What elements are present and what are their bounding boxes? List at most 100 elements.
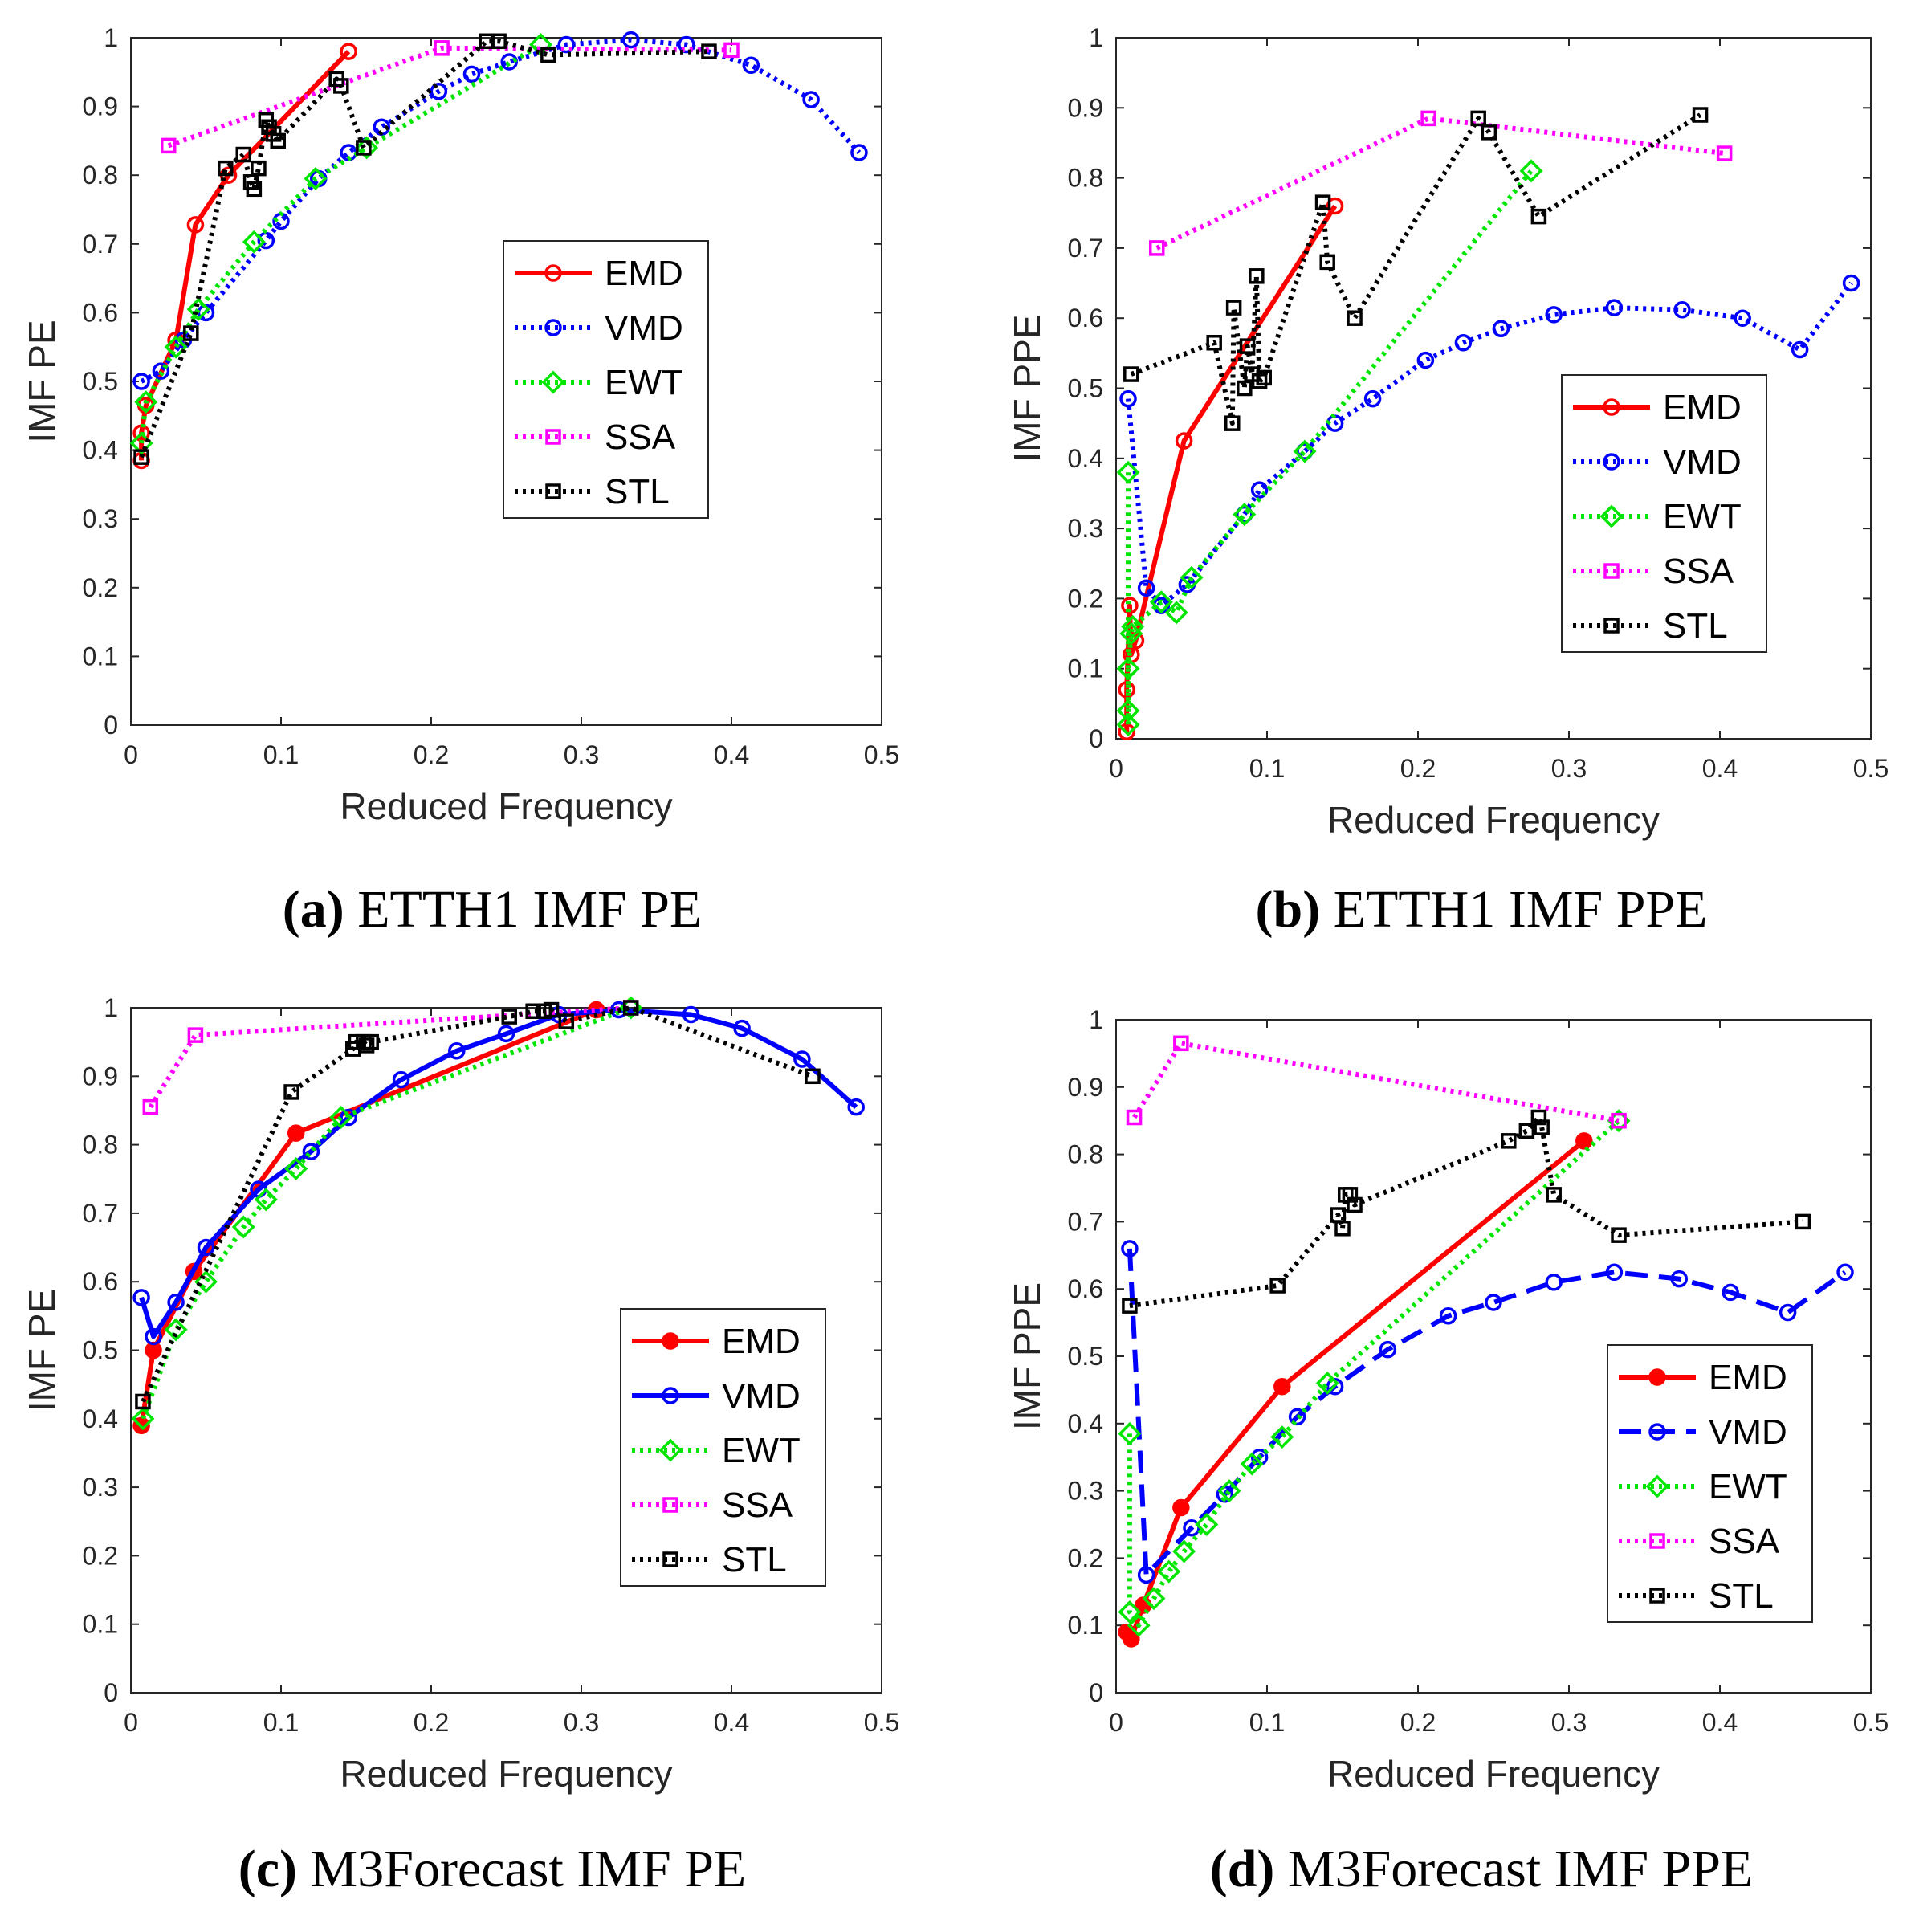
data-point-vmd (152, 362, 170, 380)
y-tick-label: 0.4 (1068, 444, 1103, 473)
data-point-ssa (1420, 110, 1436, 127)
data-point-stl (1122, 1298, 1138, 1314)
y-tick-label: 1 (1089, 1005, 1103, 1034)
data-point-emd (1575, 1132, 1593, 1150)
data-point-ewt (1315, 1372, 1339, 1395)
data-point-stl (1334, 1221, 1351, 1237)
data-point-vmd (1734, 309, 1751, 327)
series-line-ewt (141, 1005, 632, 1420)
legend-marker-ssa (662, 1497, 678, 1513)
data-point-emd (145, 1341, 162, 1359)
data-point-stl (1225, 300, 1242, 316)
data-point-ewt (131, 1407, 155, 1431)
series-ewt (1116, 159, 1543, 737)
data-point-vmd (1791, 340, 1809, 359)
x-tick-label: 0.1 (1249, 1708, 1285, 1737)
x-tick-label: 0.2 (1400, 1708, 1436, 1737)
data-point-emd (1326, 197, 1344, 215)
data-point-ssa (723, 42, 740, 59)
legend-label-vmd: VMD (1663, 442, 1742, 482)
data-point-ssa (1149, 240, 1165, 256)
legend-marker-emd (1603, 398, 1620, 416)
y-tick-label: 0 (104, 1678, 118, 1707)
legend: EMD VMD EWT SSA STL (1607, 1344, 1813, 1623)
data-point-stl (501, 1009, 517, 1025)
data-point-ssa (187, 1027, 204, 1043)
series-line-stl (139, 39, 710, 459)
x-tick-label: 0.1 (263, 740, 299, 769)
legend: EMD VMD EWT SSA STL (620, 1308, 826, 1587)
data-point-stl (1611, 1227, 1627, 1243)
legend-marker-ssa (1649, 1533, 1665, 1549)
y-tick-label: 0.1 (83, 642, 118, 670)
data-point-vmd (1605, 1263, 1624, 1281)
data-point-stl (270, 132, 287, 149)
y-tick-label: 0.1 (83, 1610, 118, 1639)
data-point-vmd (1670, 1270, 1688, 1288)
data-point-vmd (1416, 351, 1435, 369)
data-point-ewt (1172, 1539, 1196, 1563)
y-tick-label: 0.4 (83, 436, 118, 465)
data-point-stl (491, 33, 507, 50)
data-point-vmd (302, 1143, 320, 1160)
data-point-vmd (1137, 1566, 1155, 1584)
series-line-ssa (1132, 1041, 1620, 1123)
y-tick-label: 0.9 (83, 92, 118, 121)
y-tick-label: 0.6 (1068, 1274, 1103, 1303)
data-point-ewt (1121, 614, 1145, 638)
series-line-emd (1124, 204, 1338, 732)
y-tick-label: 0.8 (83, 161, 118, 190)
y-tick-label: 0.3 (83, 1473, 118, 1502)
data-point-vmd (733, 1019, 751, 1037)
data-point-stl (1342, 1187, 1359, 1203)
data-point-vmd (1779, 1303, 1797, 1322)
y-tick-label: 0.1 (1068, 1611, 1103, 1640)
data-point-stl (622, 1000, 639, 1016)
legend-label-ssa: SSA (1663, 552, 1734, 591)
x-tick-label: 0.4 (714, 1708, 749, 1737)
x-tick-label: 0.2 (414, 740, 449, 769)
legend-label-stl: STL (722, 1540, 787, 1579)
x-tick-label: 0 (1109, 754, 1123, 783)
data-point-ewt (1116, 713, 1140, 737)
chart-1: 0 0.1 0.2 0.3 0.4 0.5 0 0.1 0.2 0.3 0.4 0.5 0.6 0.7 0.… (21, 23, 899, 827)
data-point-ewt (134, 390, 158, 414)
x-tick-label: 0.5 (864, 1708, 899, 1737)
series-line-ssa (1155, 116, 1725, 251)
data-point-ewt (355, 136, 379, 160)
data-point-stl (1347, 1196, 1363, 1213)
data-point-emd (287, 1124, 305, 1142)
legend-label-vmd: VMD (722, 1376, 801, 1416)
data-point-ssa (1126, 1109, 1143, 1126)
data-point-vmd (682, 1005, 700, 1024)
series-line-stl (1129, 1115, 1803, 1309)
data-point-ssa (1611, 1112, 1627, 1129)
data-point-vmd (621, 31, 640, 49)
legend-marker-vmd (1648, 1423, 1666, 1441)
data-point-vmd (1485, 1294, 1502, 1311)
data-point-emd (340, 43, 357, 60)
series-stl (1123, 107, 1709, 431)
data-point-vmd (392, 1070, 410, 1089)
legend: EMD VMD EWT SSA STL (1561, 374, 1767, 653)
data-point-emd (1273, 1377, 1291, 1396)
legend-box (1607, 1344, 1813, 1623)
data-point-ssa (434, 40, 450, 56)
data-point-vmd (1288, 1408, 1306, 1426)
data-point-vmd (257, 231, 275, 250)
data-point-stl (133, 449, 149, 465)
data-point-vmd (1722, 1283, 1739, 1302)
legend-label-ewt: EWT (1663, 497, 1742, 536)
y-tick-label: 1 (1089, 23, 1103, 52)
data-point-ewt (1149, 590, 1173, 614)
data-point-ewt (1118, 1421, 1142, 1445)
data-point-vmd (1545, 306, 1563, 324)
data-point-stl (235, 146, 251, 163)
data-point-stl (1239, 338, 1256, 354)
x-tick-label: 0.3 (1551, 1708, 1587, 1737)
data-point-stl (1123, 366, 1139, 382)
x-axis-label: Reduced Frequency (340, 1753, 672, 1795)
series-emd (1118, 197, 1344, 741)
series-ssa (1126, 1035, 1627, 1129)
data-point-ewt (1127, 1613, 1151, 1637)
